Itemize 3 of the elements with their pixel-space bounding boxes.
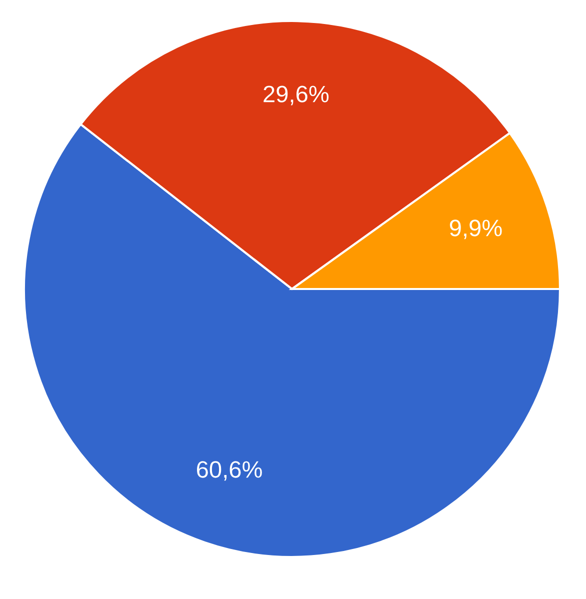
data-label: 29,6% bbox=[264, 86, 329, 106]
data-label: 60,6% bbox=[196, 461, 262, 481]
data-label: 9,9% bbox=[450, 220, 502, 240]
